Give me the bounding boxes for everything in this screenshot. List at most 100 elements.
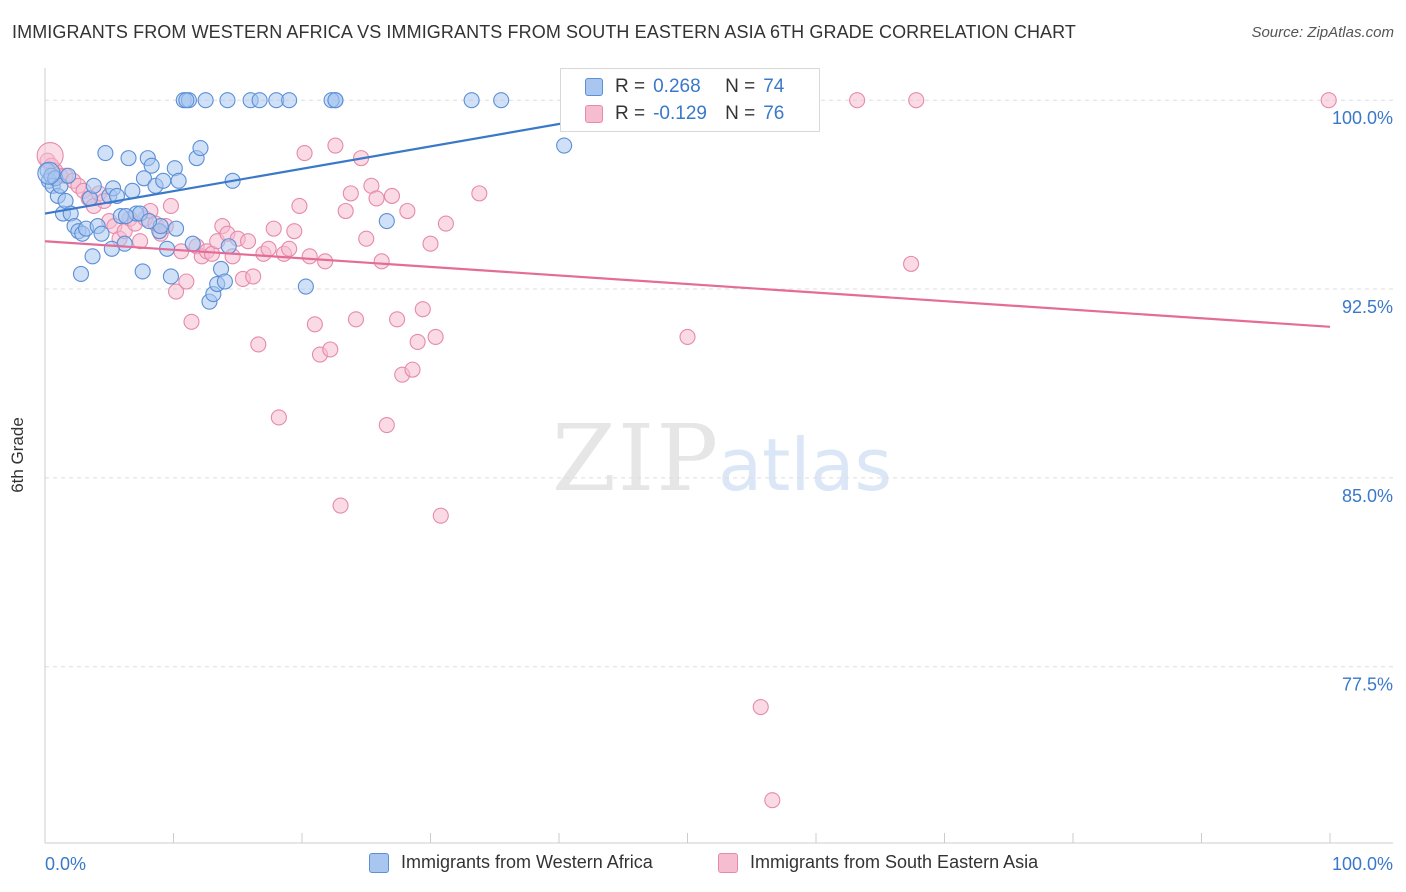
- data-point-south-eastern-asia: [383, 187, 401, 204]
- data-point-western-africa: [143, 157, 160, 174]
- data-point-south-eastern-asia: [903, 255, 920, 272]
- data-point-south-eastern-asia: [301, 248, 318, 265]
- data-point-western-africa: [85, 177, 102, 194]
- data-point-western-africa: [103, 240, 120, 257]
- data-point-south-eastern-asia: [471, 185, 488, 202]
- legend-label: Immigrants from South Eastern Asia: [750, 852, 1039, 872]
- trend-line-western-africa: [44, 121, 566, 215]
- series-south-eastern-asia-points: [36, 92, 1337, 809]
- data-point-western-africa: [37, 161, 61, 185]
- legend-swatch-blue: [585, 78, 603, 96]
- data-point-south-eastern-asia: [291, 197, 308, 215]
- data-point-western-africa: [192, 140, 209, 157]
- data-point-south-eastern-asia: [764, 792, 781, 809]
- data-point-western-africa: [251, 92, 268, 109]
- trend-line-south-eastern-asia: [44, 240, 1331, 328]
- data-point-western-africa: [93, 225, 110, 242]
- data-point-western-africa: [135, 170, 152, 187]
- data-point-western-africa: [216, 273, 233, 290]
- data-point-south-eastern-asia: [347, 311, 365, 328]
- legend-r-value: -0.129: [653, 103, 707, 124]
- data-point-south-eastern-asia: [399, 202, 416, 220]
- data-point-south-eastern-asia: [752, 698, 769, 716]
- data-point-south-eastern-asia: [409, 333, 426, 350]
- data-point-south-eastern-asia: [1320, 92, 1337, 109]
- legend-swatch-pink: [585, 105, 603, 123]
- data-point-western-africa: [170, 172, 187, 189]
- legend-r-label: R =: [615, 103, 646, 124]
- data-point-south-eastern-asia: [389, 311, 406, 328]
- data-point-south-eastern-asia: [358, 230, 375, 247]
- data-point-south-eastern-asia: [306, 316, 323, 333]
- data-point-western-africa: [155, 172, 172, 189]
- y-tick-labels: 100.0% 92.5% 85.0% 77.5%: [1332, 108, 1393, 695]
- source-note: Source: ZipAtlas.com: [1251, 24, 1394, 41]
- data-point-western-africa: [84, 248, 101, 265]
- chart-title: IMMIGRANTS FROM WESTERN AFRICA VS IMMIGR…: [12, 22, 1077, 42]
- gridlines: [45, 99, 1393, 668]
- data-point-south-eastern-asia: [250, 336, 267, 353]
- data-point-south-eastern-asia: [260, 240, 277, 257]
- data-point-western-africa: [97, 145, 114, 162]
- data-point-western-africa: [178, 92, 195, 109]
- data-point-south-eastern-asia: [332, 497, 349, 514]
- legend-label: Immigrants from Western Africa: [401, 852, 653, 872]
- data-point-south-eastern-asia: [404, 361, 421, 378]
- x-tick-label: 100.0%: [1332, 854, 1393, 874]
- legend-r-label: R =: [615, 76, 646, 97]
- data-point-western-africa: [124, 182, 141, 199]
- data-point-south-eastern-asia: [265, 220, 282, 237]
- y-tick-label: 92.5%: [1342, 297, 1393, 317]
- y-tick-label: 77.5%: [1342, 675, 1393, 695]
- data-point-south-eastern-asia: [245, 268, 262, 285]
- legend-row-south-eastern-asia: R = -0.129 N = 76: [585, 101, 784, 127]
- data-point-south-eastern-asia: [849, 92, 866, 109]
- legend-n-label: N =: [725, 103, 756, 124]
- data-point-south-eastern-asia: [286, 223, 303, 240]
- data-point-south-eastern-asia: [162, 197, 179, 215]
- data-point-south-eastern-asia: [317, 253, 334, 270]
- trend-lines: [44, 121, 1331, 328]
- stats-legend: R = 0.268 N = 74 R = -0.129 N = 76: [560, 68, 820, 132]
- data-point-south-eastern-asia: [342, 185, 359, 202]
- x-tick-labels: 0.0% 100.0%: [45, 854, 1393, 874]
- y-tick-label: 85.0%: [1342, 486, 1393, 506]
- legend-item-western-africa[interactable]: Immigrants from Western Africa: [369, 852, 653, 873]
- data-point-western-africa: [219, 92, 236, 109]
- data-point-south-eastern-asia: [368, 190, 385, 207]
- data-point-western-africa: [184, 235, 201, 252]
- data-point-south-eastern-asia: [239, 233, 257, 250]
- series-legend: Immigrants from Western Africa Immigrant…: [0, 852, 1406, 878]
- data-point-south-eastern-asia: [327, 137, 344, 154]
- data-point-western-africa: [556, 137, 573, 154]
- data-point-south-eastern-asia: [322, 341, 339, 358]
- axes: [44, 68, 1393, 844]
- series-western-africa-points: [37, 92, 573, 310]
- data-point-western-africa: [378, 213, 395, 230]
- data-point-western-africa: [141, 213, 158, 230]
- data-point-south-eastern-asia: [270, 409, 287, 426]
- legend-swatch-pink: [718, 852, 738, 873]
- data-point-south-eastern-asia: [908, 92, 925, 109]
- data-point-western-africa: [134, 263, 151, 280]
- data-point-south-eastern-asia: [422, 235, 439, 252]
- data-point-south-eastern-asia: [437, 215, 454, 232]
- data-point-south-eastern-asia: [432, 507, 449, 524]
- legend-n-label: N =: [725, 76, 756, 97]
- data-point-western-africa: [72, 265, 90, 283]
- data-point-western-africa: [493, 92, 510, 109]
- legend-n-value: 74: [763, 76, 785, 97]
- legend-item-south-eastern-asia[interactable]: Immigrants from South Eastern Asia: [718, 852, 1038, 873]
- data-point-western-africa: [327, 92, 344, 109]
- data-point-western-africa: [168, 220, 185, 237]
- data-point-south-eastern-asia: [296, 145, 313, 162]
- data-point-south-eastern-asia: [378, 416, 395, 434]
- data-point-western-africa: [162, 268, 179, 285]
- data-point-south-eastern-asia: [337, 202, 354, 220]
- data-point-western-africa: [60, 167, 77, 184]
- data-point-south-eastern-asia: [281, 240, 298, 257]
- data-point-south-eastern-asia: [132, 233, 149, 250]
- data-point-western-africa: [281, 92, 298, 109]
- watermark-zip: ZIP: [552, 405, 720, 512]
